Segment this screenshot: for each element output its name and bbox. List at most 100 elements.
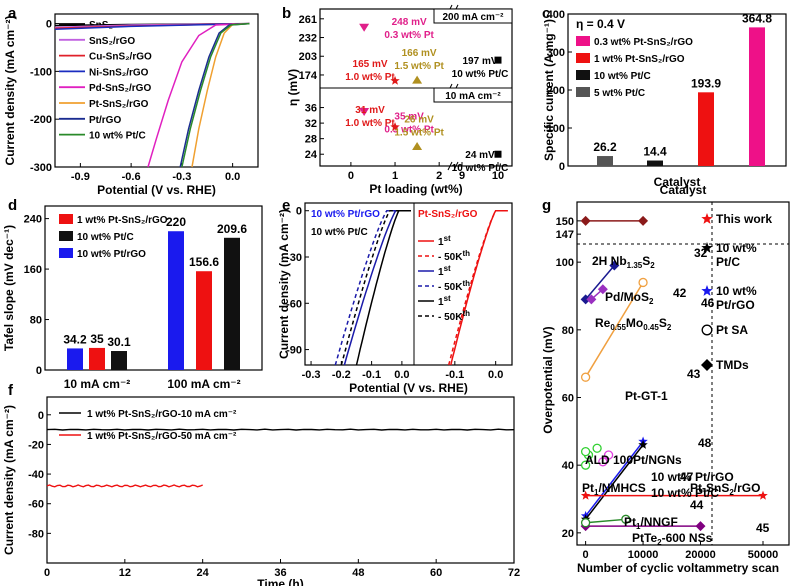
x-tick-label: -0.1 (362, 369, 381, 381)
series-line-3 (54, 22, 250, 31)
y-axis-label: η (mV) (286, 69, 300, 106)
x-tick-label: 10 (492, 170, 504, 182)
panel-letter-g: g (542, 197, 551, 214)
y-tick-label: 150 (556, 216, 574, 228)
y-tick-label: -30 (286, 252, 302, 264)
series-pdmos2 (585, 265, 615, 300)
ald-point (580, 446, 591, 457)
y-tick-label: 40 (562, 460, 574, 472)
y-tick-label: 200 (547, 85, 565, 97)
bar (67, 348, 83, 370)
legend-label: - 50Kth​ (438, 279, 470, 293)
bar (647, 160, 663, 166)
legend-marker (701, 285, 713, 296)
series-nbs2-start (580, 215, 591, 226)
chart-title: η = 0.4 V (576, 17, 625, 31)
x-axis-label: Time (h) (257, 577, 303, 586)
bar-value-label: 26.2 (593, 140, 617, 154)
x-tick-label: 12 (119, 567, 131, 579)
x-axis-label: Catalyst (654, 175, 701, 189)
y-tick-label: 0 (36, 365, 42, 377)
y-axis-label: Overpotential (mV) (541, 326, 555, 433)
annotation-ref: 43 (687, 367, 701, 381)
x-tick-label: 36 (274, 567, 286, 579)
bar-value-label: 34.2 (63, 332, 87, 346)
data-point (494, 150, 502, 158)
legend-swatch (576, 53, 590, 63)
legend-label: 10 wt% Pt/C (89, 131, 146, 142)
y-tick-label: 147 (556, 229, 574, 241)
y-tick-label: 80 (30, 315, 42, 327)
y-tick-label: 80 (562, 325, 574, 337)
x-tick-label: 24 (197, 567, 210, 579)
x-tick-label: 1 (392, 170, 398, 182)
legend-label: 10 wt% Pt/rGO (77, 249, 146, 260)
y-tick-label: 261 (299, 14, 317, 26)
bar (749, 27, 765, 166)
legend-label: 1st​ (438, 234, 451, 248)
series-ptnngf (585, 518, 626, 524)
series-line-6 (179, 22, 250, 168)
ald-point (592, 443, 602, 453)
legend-label: 10 wt% Pt/C (594, 71, 651, 82)
bar-value-label: 193.9 (691, 76, 721, 90)
y-tick-label: 24 (305, 149, 318, 161)
bar-value-label: 14.4 (643, 145, 667, 159)
x-tick-label: 9 (459, 170, 465, 182)
panel-letter-a: a (8, 5, 17, 22)
chart-title: Catalyst (660, 183, 707, 197)
annotation: 10 wt% Pt/C (651, 486, 719, 500)
left-title: 10 wt% Pt/rGO (311, 209, 380, 220)
x-tick-label: -0.3 (172, 171, 191, 183)
annotation: Pt-GT-1 (625, 389, 668, 403)
legend-swatch (576, 36, 590, 46)
condition-label: 10 mA cm⁻² (445, 91, 501, 102)
series-ptnngf-end (621, 514, 631, 524)
legend-label: 5 wt% Pt/C (594, 88, 645, 99)
y-tick-label: 20 (562, 528, 574, 540)
x-tick-label: 0.0 (225, 171, 240, 183)
x-tick-label: 0.0 (488, 369, 503, 381)
panel-letter-b: b (282, 5, 291, 22)
y-tick-label: 203 (299, 51, 317, 63)
x-tick-label: 72 (508, 567, 520, 579)
series-ptgt1-end (638, 277, 648, 288)
curve-ptc-1st (355, 209, 411, 366)
y-tick-label: 100 (547, 123, 565, 135)
x-tick-label: 0 (44, 567, 50, 579)
data-point (359, 107, 370, 116)
annotation: 2H Nb1.35​S2​ (592, 254, 655, 270)
legend-swatch (576, 70, 590, 80)
y-tick-label: -60 (286, 298, 302, 310)
curve-ptrgo-50k (334, 209, 411, 366)
data-point (359, 23, 370, 32)
legend-label: 10 wt% Pt/C (77, 232, 134, 243)
series-ptgt1-start (580, 372, 591, 382)
ptnmhcs-point (603, 450, 614, 460)
ald-point (580, 460, 591, 470)
bar-value-label: 30.1 (107, 335, 131, 349)
x-tick-label: 10000 (628, 549, 659, 561)
annotation-ref: 46 (701, 296, 715, 310)
legend-label: 10 wt% (716, 241, 757, 255)
point-label-loading: 0.3 wt% Pt (384, 30, 434, 41)
bar (196, 271, 212, 370)
x-axis-label: Potential (V vs. RHE) (349, 381, 468, 395)
y-tick-label: 400 (547, 9, 565, 21)
legend-marker (701, 359, 713, 371)
point-label-loading: 10 wt% Pt/C (452, 163, 509, 174)
bar (111, 351, 127, 370)
point-label-value: 166 mV (402, 48, 437, 59)
series-ptc-end (638, 439, 648, 449)
point-label-value: 35 mV (394, 111, 424, 122)
y-axis-label: Specific current (A mg⁻¹) (542, 19, 556, 161)
point-label-loading: 1.5 wt% Pt (394, 61, 444, 72)
curve-ptsns2-1st (450, 209, 508, 366)
annotation: Pt1​/NMHCS (582, 481, 646, 497)
data-point (412, 141, 423, 150)
annotation-ref: 45 (756, 521, 770, 535)
panel-letter-f: f (8, 382, 14, 399)
y-axis-label: Current density (mA cm⁻²) (277, 209, 291, 359)
x-axis-label: Number of cyclic voltammetry scan (577, 561, 779, 575)
annotation: 10 wt% Pt/rGO (651, 470, 734, 484)
